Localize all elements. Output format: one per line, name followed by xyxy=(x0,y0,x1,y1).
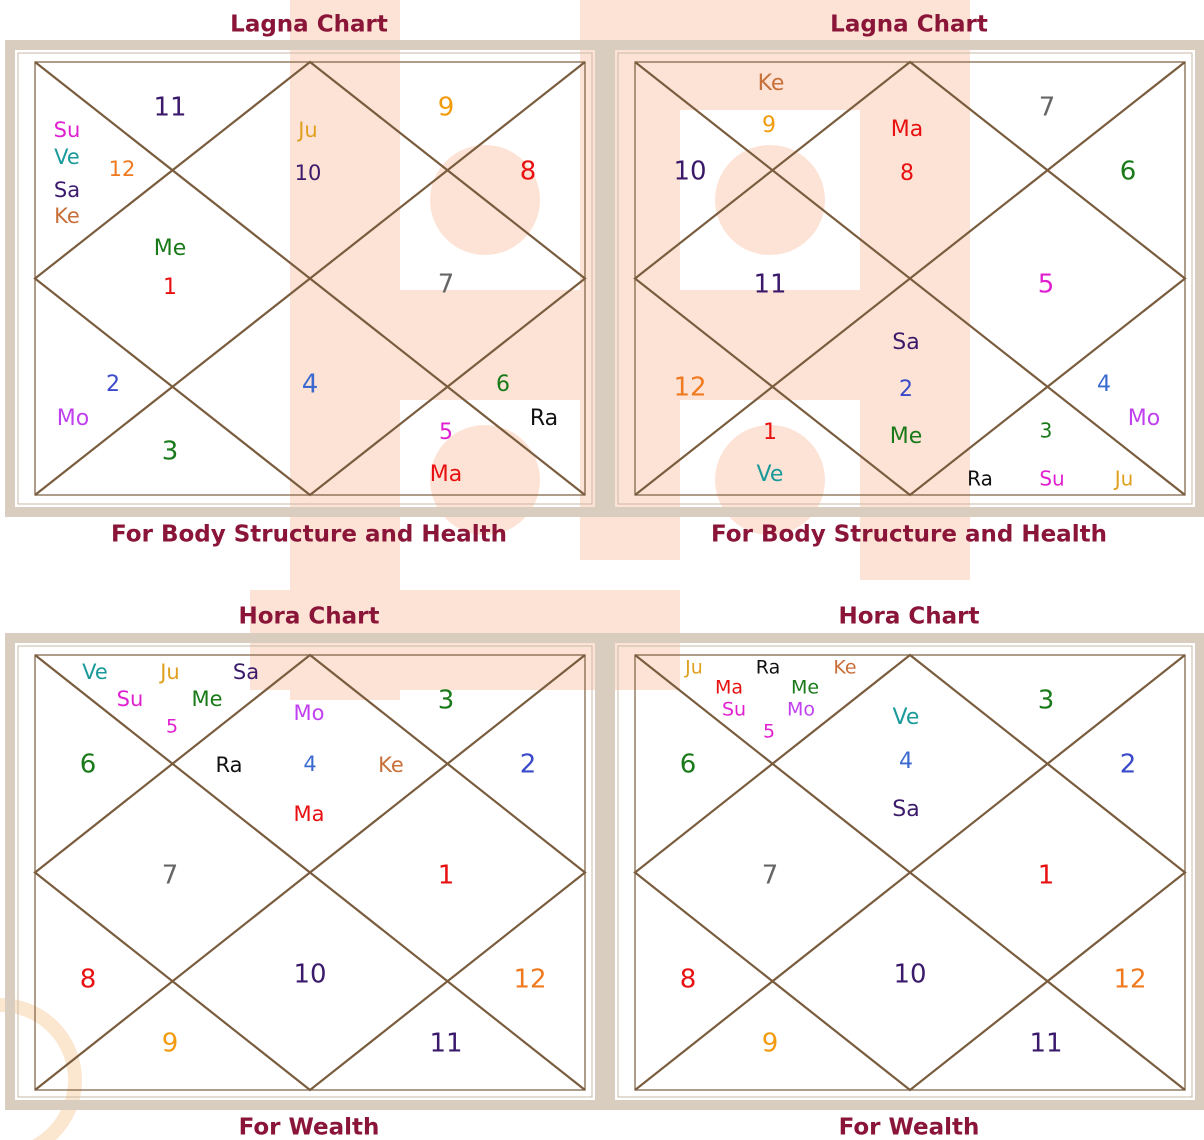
house-label: 11 xyxy=(153,93,186,123)
house-label: 2 xyxy=(520,750,537,780)
house-label: 1 xyxy=(763,420,777,445)
house-label: 4 xyxy=(302,370,319,400)
house-label: 12 xyxy=(109,157,136,181)
house-label: Ke xyxy=(833,657,856,679)
house-label: 2 xyxy=(106,372,120,397)
house-label: Ra xyxy=(756,657,780,679)
house-label: 2 xyxy=(899,377,913,402)
house-label: 1 xyxy=(438,861,455,891)
house-label: 2 xyxy=(1120,750,1137,780)
house-label: 6 xyxy=(80,750,97,780)
house-label: 6 xyxy=(496,372,510,397)
house-label: 5 xyxy=(166,716,178,738)
house-label: Ju xyxy=(296,118,318,142)
house-label: Ju xyxy=(158,660,180,684)
house-label: Me xyxy=(154,236,187,261)
house-label: 9 xyxy=(762,113,776,138)
house-label: Ke xyxy=(378,753,404,777)
house-label: Mo xyxy=(57,406,89,431)
house-label: Ma xyxy=(294,802,325,826)
chart-subtitle: For Body Structure and Health xyxy=(111,522,507,548)
house-label: Me xyxy=(791,677,819,699)
chart-title: Lagna Chart xyxy=(230,12,388,38)
house-label: 10 xyxy=(673,157,706,187)
house-label: 7 xyxy=(762,861,779,891)
house-label: Sa xyxy=(892,330,919,355)
house-label: Ra xyxy=(967,467,993,491)
house-label: 6 xyxy=(1120,157,1137,187)
house-label: 9 xyxy=(762,1029,779,1059)
house-label: Su xyxy=(117,687,144,711)
house-label: Ve xyxy=(757,462,784,487)
house-label: Ma xyxy=(715,677,743,699)
chart-subtitle: For Body Structure and Health xyxy=(711,522,1107,548)
house-label: Ma xyxy=(430,462,462,487)
house-label: Su xyxy=(1039,467,1064,491)
house-label: Ju xyxy=(684,657,703,679)
house-label: Ma xyxy=(891,117,923,142)
house-label: 3 xyxy=(1038,686,1055,716)
house-label: Mo xyxy=(294,701,325,725)
house-label: Ve xyxy=(82,660,108,684)
house-label: 8 xyxy=(900,161,914,186)
house-label: 10 xyxy=(893,960,926,990)
house-label: Mo xyxy=(787,699,815,721)
house-label: Ve xyxy=(54,145,80,169)
chart-subtitle: For Wealth xyxy=(239,1115,380,1140)
house-label: 12 xyxy=(1113,965,1146,995)
house-label: 10 xyxy=(293,960,326,990)
house-label: Me xyxy=(191,687,222,711)
house-label: 7 xyxy=(162,861,179,891)
house-label: 3 xyxy=(1040,419,1053,443)
page: Lagna Chart For Body Structure and Health… xyxy=(0,0,1204,1140)
house-label: 3 xyxy=(162,437,179,467)
house-label: 10 xyxy=(295,161,322,185)
house-label: 4 xyxy=(899,749,913,774)
house-label: Sa xyxy=(233,660,259,684)
chart-title: Hora Chart xyxy=(238,604,379,630)
house-label: 3 xyxy=(438,686,455,716)
house-label: 12 xyxy=(513,965,546,995)
house-label: Ju xyxy=(1113,467,1134,491)
house-label: 1 xyxy=(1038,861,1055,891)
house-label: 4 xyxy=(1097,372,1111,397)
house-label: Ke xyxy=(54,204,80,228)
house-label: 8 xyxy=(80,965,97,995)
house-label: 7 xyxy=(1039,93,1056,123)
house-label: Su xyxy=(54,118,81,142)
chart-title: Hora Chart xyxy=(838,604,979,630)
chart-subtitle: For Wealth xyxy=(839,1115,980,1140)
house-label: 9 xyxy=(162,1029,179,1059)
house-label: 8 xyxy=(520,157,537,187)
house-label: 11 xyxy=(1029,1029,1062,1059)
house-label: Ra xyxy=(530,406,558,431)
house-label: 5 xyxy=(763,721,775,743)
house-label: 7 xyxy=(438,270,455,300)
house-label: 4 xyxy=(303,752,316,776)
house-label: 1 xyxy=(163,275,177,300)
house-label: 11 xyxy=(753,270,786,300)
house-label: Ra xyxy=(216,753,243,777)
chart-title: Lagna Chart xyxy=(830,12,988,38)
house-label: Mo xyxy=(1128,406,1160,431)
house-label: 11 xyxy=(429,1029,462,1059)
house-label: Ve xyxy=(893,705,920,730)
house-label: 9 xyxy=(438,93,455,123)
house-label: 12 xyxy=(673,373,706,403)
house-label: Me xyxy=(890,424,923,449)
house-label: 5 xyxy=(439,420,453,445)
house-label: 8 xyxy=(680,965,697,995)
house-label: 5 xyxy=(1038,270,1055,300)
house-label: Sa xyxy=(54,178,80,202)
house-label: 6 xyxy=(680,750,697,780)
house-label: Sa xyxy=(892,797,919,822)
house-label: Su xyxy=(722,699,746,721)
house-label: Ke xyxy=(758,71,785,96)
